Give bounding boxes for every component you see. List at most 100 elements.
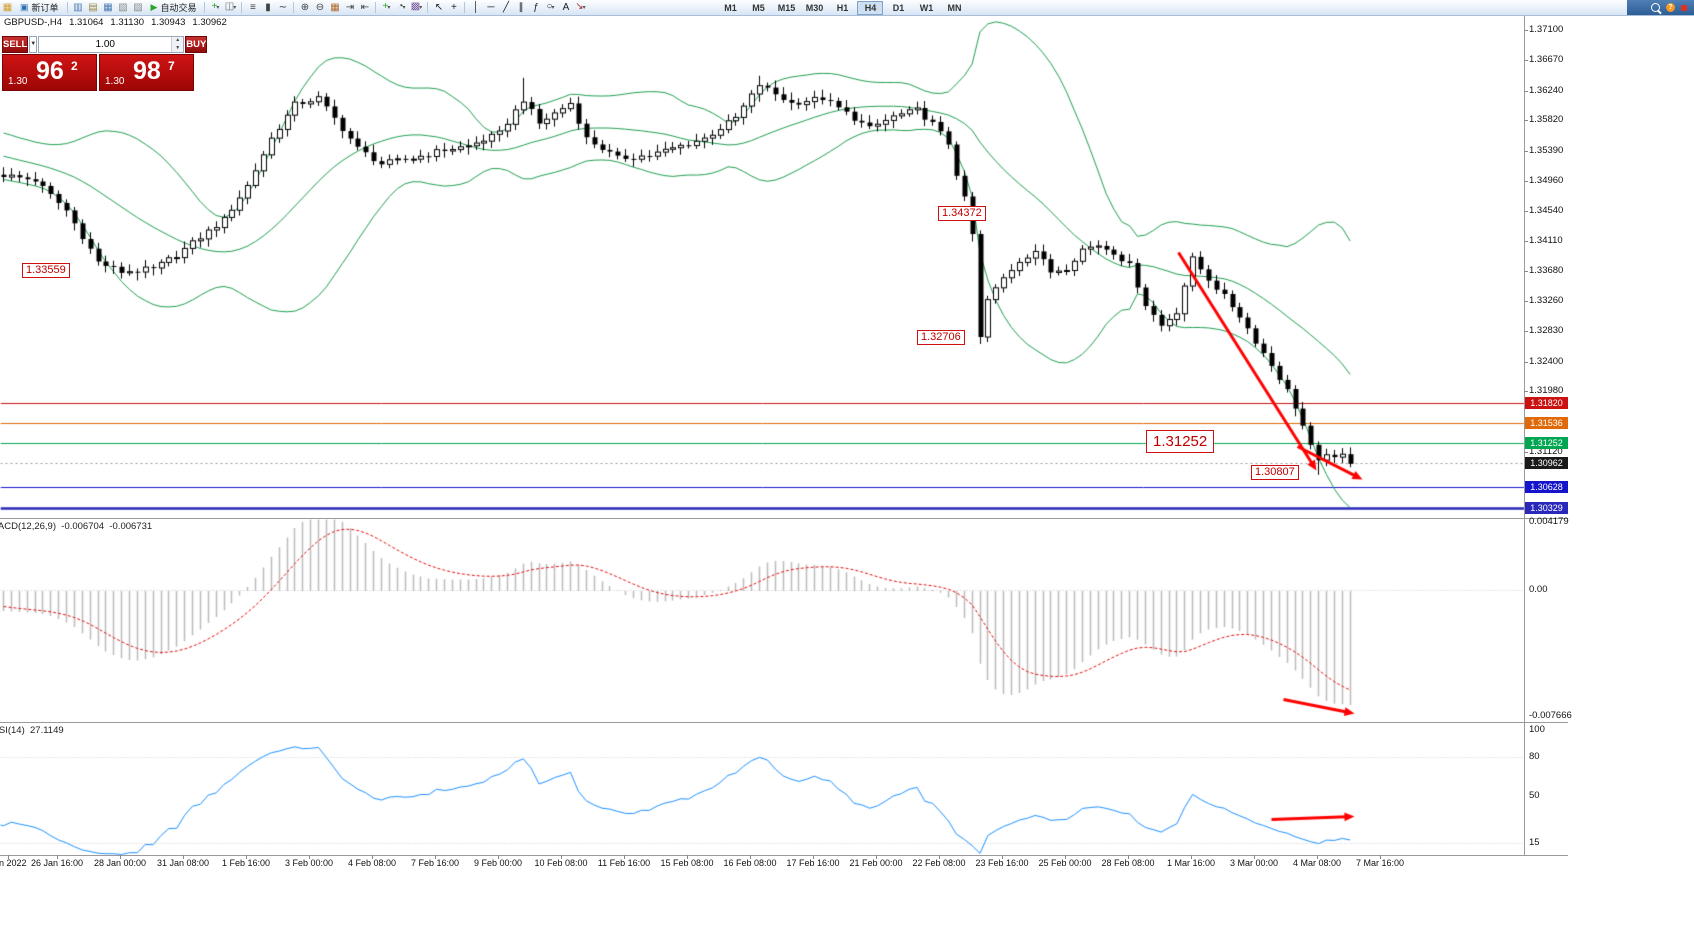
autotrading-button[interactable]: ▶ 自动交易 [146, 1, 202, 14]
volume-stepper[interactable]: ▲ ▼ [171, 37, 184, 52]
candlestick-icon[interactable]: ▮ [260, 0, 275, 15]
channel-icon[interactable]: ∥ [513, 0, 528, 15]
toolbar-separator [464, 2, 466, 13]
panel-separator[interactable] [0, 722, 1568, 723]
dropdown-caret-icon[interactable]: ▾ [387, 5, 391, 11]
dropdown-caret-icon[interactable]: ▾ [419, 5, 423, 11]
price-tickmark [1524, 361, 1528, 363]
macd-scale-tick: 0.004179 [1529, 516, 1569, 527]
timeframe-m1-button[interactable]: M1 [724, 2, 737, 13]
time-label: 7 Feb 16:00 [410, 858, 460, 868]
timeframe-h1-button[interactable]: H1 [836, 2, 849, 13]
time-tickmark [750, 855, 751, 859]
high-value: 1.31130 [110, 17, 145, 28]
price-tag-1.30962: 1.30962 [1525, 457, 1568, 470]
price-callout[interactable]: 1.31252 [1146, 430, 1215, 453]
cursor-icon[interactable]: ↖ [431, 0, 446, 15]
crosshair-icon[interactable]: + [446, 0, 461, 15]
timeframe-h4-button[interactable]: H4 [857, 0, 884, 15]
help-icon[interactable]: ? [1666, 3, 1675, 12]
text-label-icon[interactable]: A [558, 0, 573, 15]
time-label: 7 Mar 16:00 [1355, 858, 1405, 868]
vertical-line-icon[interactable]: │ [468, 0, 483, 15]
sell-price-box[interactable]: 1.30 96 2 [2, 54, 97, 91]
zoom-in-icon[interactable]: ⊕ [297, 0, 312, 15]
cursor-icon: ↖ [434, 2, 444, 13]
new-chart-icon[interactable]: +▾ [208, 0, 223, 16]
timeframe-mn-button[interactable]: MN [947, 2, 962, 13]
price-callout[interactable]: 1.34372 [938, 206, 986, 221]
new-order-button[interactable]: ▣ 新订单 [15, 1, 64, 14]
data-window-icon[interactable]: ▧ [116, 0, 131, 15]
timeframe-m30-button[interactable]: M30 [805, 2, 824, 13]
dropdown-caret-icon[interactable]: ▾ [216, 5, 220, 11]
price-tag-1.31252: 1.31252 [1525, 436, 1568, 449]
sell-button[interactable]: SELL [2, 36, 29, 53]
bar-chart-icon[interactable]: ≡ [245, 0, 260, 15]
timeframe-m5-button[interactable]: M5 [752, 2, 765, 13]
toolbar: ▦ ▣ 新订单 ▥ ▤ ▦ ▧ ▨ ▶ 自动交易 +▾ ◫▾ ≡ ▮ ∼ ⊕ ⊖ ▦ ⇥ ⇤ +▾ ◔▾ ▩▾ ↖ + │ ─ ╱ ∥ ƒ… [0, 0, 1694, 16]
rsi-value: 27.1149 [30, 725, 64, 736]
time-tickmark [1128, 855, 1129, 859]
trendline-icon[interactable]: ╱ [498, 0, 513, 15]
panel-separator[interactable] [0, 518, 1568, 519]
volume-up-icon[interactable]: ▲ [172, 37, 184, 45]
toolbar-separator [66, 2, 68, 13]
profile-icon[interactable]: ▤ [86, 0, 101, 15]
price-callout[interactable]: 1.32706 [917, 330, 965, 345]
profiles-icon[interactable]: ◫▾ [223, 0, 238, 16]
price-tick: 1.31120 [1529, 446, 1563, 458]
new-order-button-label: 新订单 [31, 3, 59, 13]
data-window-icon: ▧ [118, 2, 128, 13]
toolbar-right: ? [1627, 0, 1694, 15]
timeframe-w1-button[interactable]: W1 [919, 2, 934, 13]
time-label: 1 Mar 16:00 [1166, 858, 1216, 868]
price-tickmark [1524, 181, 1528, 183]
buy-button[interactable]: BUY [185, 36, 208, 53]
auto-scroll-icon[interactable]: ⇥ [342, 0, 357, 15]
market-watch-icon[interactable]: ▦ [101, 0, 116, 15]
notification-badge[interactable] [1681, 4, 1687, 11]
app-icon[interactable]: ▦ [0, 0, 15, 15]
dropdown-caret-icon[interactable]: ▾ [551, 5, 555, 11]
time-label: 15 Feb 08:00 [660, 858, 714, 868]
dropdown-caret-icon[interactable]: ▾ [582, 5, 586, 11]
rsi-scale-tick: 50 [1529, 790, 1540, 802]
indicators-icon[interactable]: +▾ [379, 0, 394, 16]
timeframe-d1-button[interactable]: D1 [892, 2, 905, 13]
rsi-scale-tick: 100 [1529, 724, 1545, 735]
timeframe-m15-button[interactable]: M15 [777, 2, 796, 13]
time-tickmark [246, 855, 247, 859]
price-tickmark [1524, 90, 1528, 92]
price-callout[interactable]: 1.33559 [22, 263, 70, 278]
trendline-icon: ╱ [502, 2, 509, 13]
price-callout[interactable]: 1.30807 [1251, 465, 1299, 480]
zoom-out-icon[interactable]: ⊖ [312, 0, 327, 15]
dropdown-caret-icon[interactable]: ▾ [402, 5, 406, 11]
volume-down-icon[interactable]: ▼ [172, 44, 184, 52]
chart-window-icon[interactable]: ▥ [71, 0, 86, 15]
chart-shift-icon[interactable]: ⇤ [357, 0, 372, 15]
search-icon[interactable] [1651, 3, 1660, 12]
horizontal-line-icon[interactable]: ─ [483, 0, 498, 15]
order-type-dropdown[interactable]: ▼ [29, 36, 38, 53]
templates-icon[interactable]: ▩▾ [409, 0, 424, 16]
shapes-icon[interactable]: ○▾ [543, 0, 558, 16]
fibonacci-icon[interactable]: ƒ [528, 0, 543, 15]
tile-windows-icon[interactable]: ▦ [327, 0, 342, 15]
dropdown-caret-icon[interactable]: ▾ [233, 5, 237, 11]
new-order-icon: ▣ [20, 2, 29, 12]
navigator-icon: ▨ [133, 2, 143, 13]
buy-price-box[interactable]: 1.30 98 7 [99, 54, 194, 91]
autotrading-button-label: 自动交易 [160, 3, 197, 13]
rsi-name: RSI(14) [0, 725, 25, 736]
ohlc-header: GBPUSD-,H4 1.31064 1.31130 1.30943 1.309… [4, 17, 227, 28]
arrow-objects-icon[interactable]: ↘▾ [573, 0, 588, 16]
periods-icon[interactable]: ◔▾ [394, 0, 409, 16]
volume-input[interactable] [39, 37, 172, 52]
navigator-icon[interactable]: ▨ [131, 0, 146, 15]
toolbar-items: ▦ ▣ 新订单 ▥ ▤ ▦ ▧ ▨ ▶ 自动交易 +▾ ◫▾ ≡ ▮ ∼ ⊕ ⊖ ▦ ⇥ ⇤ +▾ ◔▾ ▩▾ ↖ + │ ─ ╱ ∥ ƒ… [0, 0, 1694, 16]
time-label: 16 Feb 08:00 [723, 858, 777, 868]
line-chart-icon[interactable]: ∼ [275, 0, 290, 15]
